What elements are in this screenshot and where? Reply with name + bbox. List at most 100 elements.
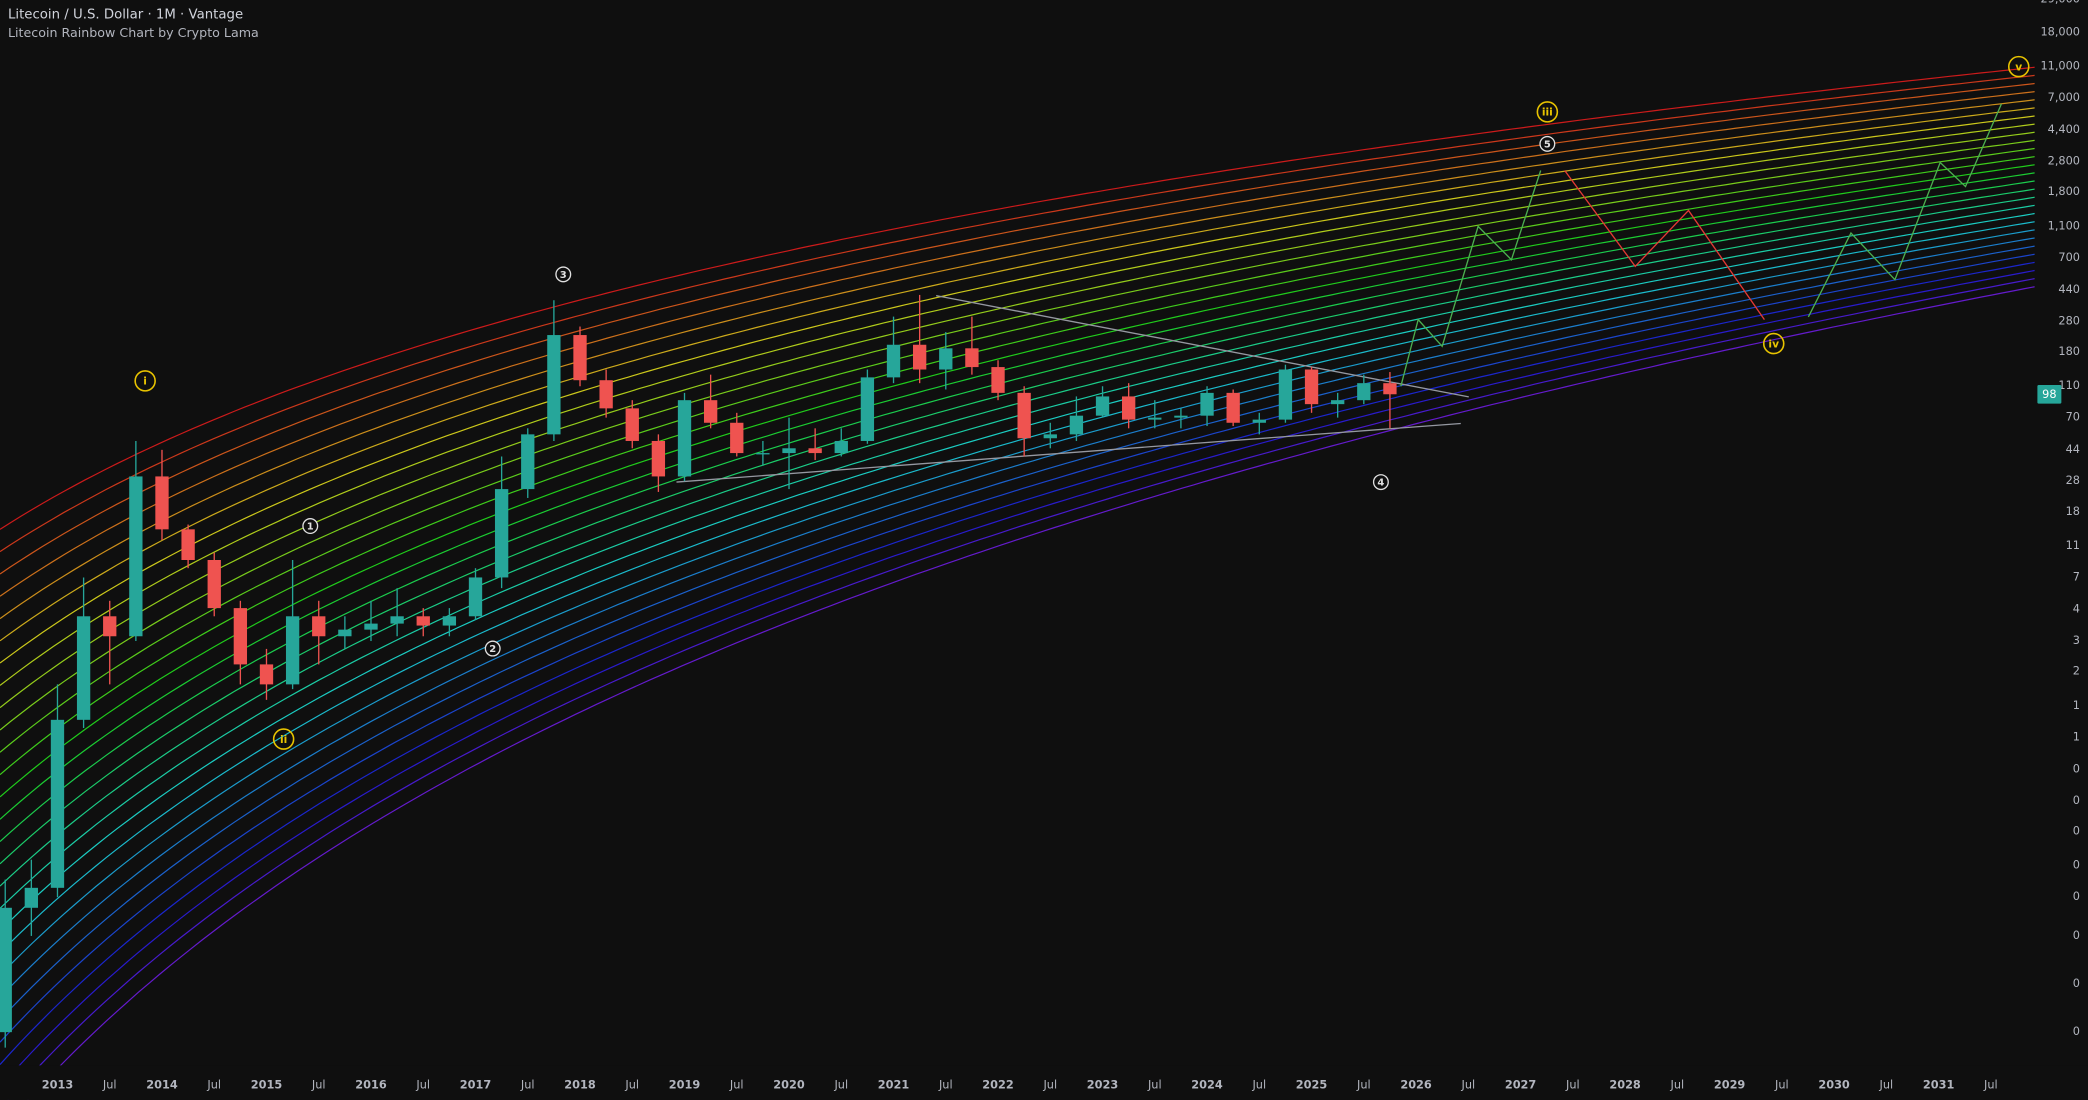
y-tick-label: 0 (2073, 977, 2080, 990)
rainbow-band (0, 245, 2035, 1021)
y-tick-label: 440 (2058, 283, 2080, 296)
rainbow-band (0, 66, 2035, 530)
candle-body (1069, 415, 1084, 435)
candle-body (494, 489, 509, 578)
rainbow-band (0, 156, 2035, 776)
x-tick-label: Jul (1042, 1078, 1057, 1091)
rainbow-band (0, 139, 2035, 731)
count-label: 1 (307, 522, 314, 533)
candle-body (312, 616, 326, 637)
candle-body (1174, 415, 1188, 418)
wave-label: i (143, 375, 147, 388)
price-tag-label: 98 (2042, 388, 2056, 401)
candle-body (1304, 369, 1319, 405)
y-tick-label: 29,000 (2040, 0, 2080, 5)
rainbow-band (0, 172, 2035, 820)
candle-body (207, 560, 221, 609)
count-label: 2 (489, 644, 496, 655)
x-tick-label: 2019 (669, 1078, 701, 1091)
y-tick-label: 4 (2073, 603, 2080, 616)
y-tick-label: 3 (2073, 634, 2080, 647)
x-tick-label: Jul (1983, 1078, 1998, 1091)
wave-label: iv (1768, 337, 1779, 350)
count-circle (302, 518, 319, 535)
x-tick-label: 2025 (1296, 1078, 1328, 1091)
candle-body (1357, 383, 1371, 401)
wave-circle (1762, 332, 1785, 355)
y-tick-label: 28 (2066, 474, 2080, 487)
x-tick-label: 2027 (1505, 1078, 1536, 1091)
x-tick-label: 2026 (1400, 1078, 1432, 1091)
y-tick-label: 1 (2073, 730, 2080, 743)
candle-body (338, 629, 352, 637)
y-tick-label: 7,000 (2048, 91, 2080, 104)
x-tick-label: 2020 (773, 1078, 805, 1091)
candle-body (965, 348, 979, 368)
candle-body (1331, 400, 1345, 405)
x-tick-label: Jul (624, 1078, 639, 1091)
count-label: 3 (560, 270, 567, 281)
x-tick-label: 2028 (1609, 1078, 1641, 1091)
candles (0, 294, 1397, 1048)
candle-body (912, 344, 927, 370)
candle-body (155, 476, 169, 530)
y-tick-label: 2 (2073, 665, 2080, 678)
rainbow-band (0, 196, 2035, 887)
rainbow-band (27, 286, 2035, 1100)
x-tick-label: Jul (520, 1078, 535, 1091)
candle-body (1252, 419, 1266, 423)
x-tick-label: Jul (1356, 1078, 1371, 1091)
candle-body (390, 616, 404, 624)
x-tick-label: 2015 (251, 1078, 283, 1091)
rainbow-bands (0, 66, 2035, 1100)
y-tick-label: 1,800 (2048, 185, 2080, 198)
time-axis-bg (0, 1065, 2088, 1100)
x-tick-label: 2023 (1087, 1078, 1118, 1091)
candle-body (129, 476, 143, 637)
candle-body (1095, 396, 1110, 416)
candle-body (468, 577, 483, 617)
rainbow-band (0, 269, 2035, 1088)
x-tick-label: Jul (1565, 1078, 1580, 1091)
wave-label: ii (280, 733, 287, 746)
candle-body (573, 335, 587, 381)
y-tick-label: 4,400 (2048, 123, 2080, 136)
x-tick-label: 2014 (146, 1078, 178, 1091)
wave-circle (1536, 101, 1559, 123)
rainbow-band (7, 278, 2035, 1100)
x-tick-label: Jul (1879, 1078, 1894, 1091)
rainbow-band (0, 91, 2035, 597)
count-label: 5 (1544, 140, 1551, 151)
x-tick-label: Jul (938, 1078, 953, 1091)
rainbow-band (0, 147, 2035, 753)
drawings (676, 103, 2003, 483)
x-tick-label: Jul (206, 1078, 221, 1091)
x-tick-label: 2016 (355, 1078, 387, 1091)
candle-body (181, 529, 195, 561)
candle-body (1226, 392, 1240, 423)
y-tick-label: 11 (2066, 539, 2080, 552)
rainbow-band (0, 212, 2035, 932)
candle-body (1200, 392, 1214, 416)
rainbow-band (0, 82, 2035, 575)
count-label: 4 (1377, 478, 1384, 489)
candle-body (860, 377, 875, 441)
x-tick-label: Jul (833, 1078, 848, 1091)
candle-body (991, 367, 1005, 393)
y-tick-label: 18 (2066, 505, 2080, 518)
y-tick-label: 110 (2058, 379, 2080, 392)
rainbow-band (0, 123, 2035, 686)
y-tick-label: 1 (2073, 699, 2080, 712)
rainbow-band (0, 115, 2035, 664)
trend-line (936, 295, 1469, 398)
candle-body (547, 335, 561, 435)
x-tick-label: Jul (1774, 1078, 1789, 1091)
candle-body (364, 623, 378, 630)
wave-circle (272, 728, 295, 750)
candle-body (103, 616, 117, 637)
y-tick-label: 700 (2058, 251, 2080, 264)
count-circle (555, 266, 572, 283)
candle-body (651, 440, 666, 477)
